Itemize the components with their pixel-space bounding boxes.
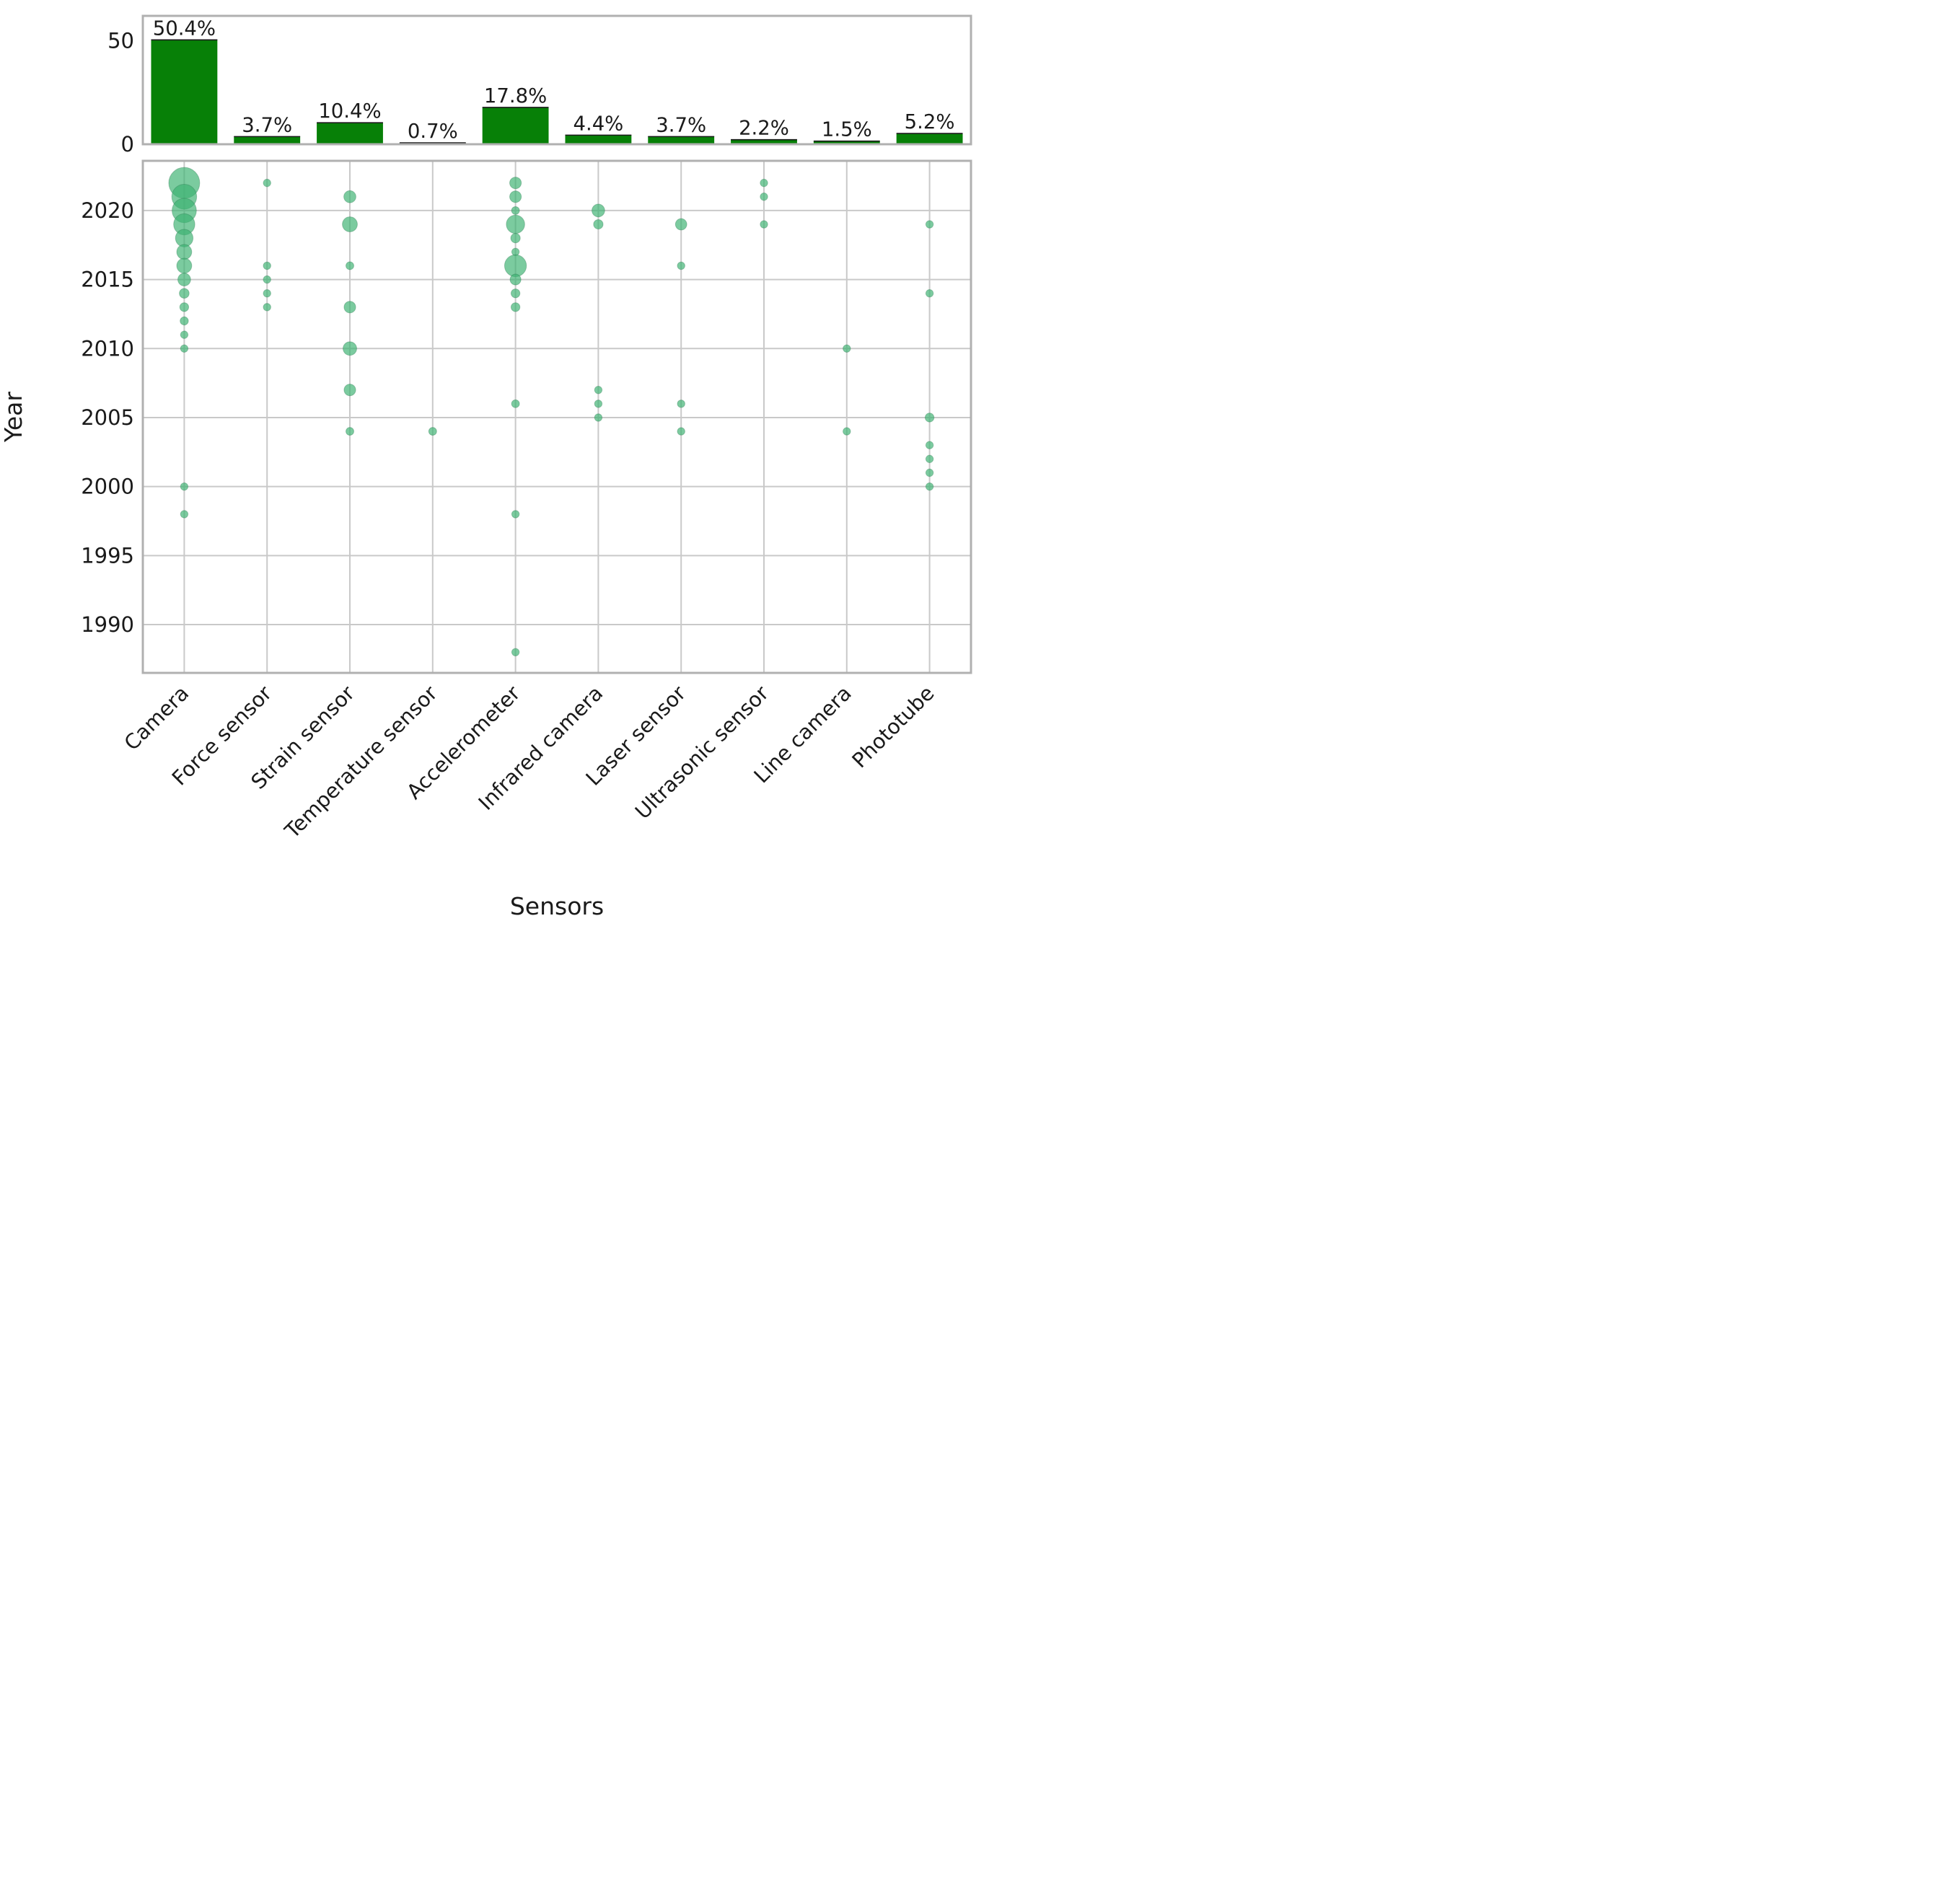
bubble-temperature-sensor-2004 [428,427,437,436]
bubble-accelerometer-2013 [510,302,521,312]
bubble-camera-1998 [180,510,189,519]
bubble-line-camera-2004 [843,427,851,436]
bubble-infrared-camera-2005 [594,413,603,422]
bubble-accelerometer-2022 [509,177,522,190]
bubble-camera-2016 [176,257,193,274]
xtick-label-sensor: Temperature sensor [280,681,442,843]
bubble-accelerometer-2019 [506,214,525,234]
bubble-strain-sensor-2004 [346,427,354,436]
bubble-accelerometer-2020 [511,206,520,215]
bubble-camera-2015 [177,273,191,286]
bubble-force-sensor-2013 [263,303,271,312]
bubble-accelerometer-2018 [510,233,521,244]
bubble-infrared-camera-2020 [592,203,605,218]
bar-line-camera [813,141,880,144]
bubble-force-sensor-2016 [263,261,271,270]
xtick-label-sensor: Camera [120,682,193,755]
bubble-infrared-camera-2006 [594,400,603,408]
x-axis-label: Sensors [510,892,604,920]
bar-force-sensor [234,136,301,144]
bar-value-label: 50.4% [153,17,216,40]
bar-value-label: 5.2% [905,110,955,133]
bubble-camera-2013 [179,302,190,312]
bubble-line-camera-2010 [843,344,851,353]
bubble-accelerometer-2014 [510,288,521,299]
bubble-ultrasonic-sensor-2019 [760,220,768,229]
bubble-infrared-camera-2007 [594,385,603,395]
bubble-strain-sensor-2021 [343,190,356,203]
bubble-strain-sensor-2010 [343,341,357,356]
bubble-phototube-2002 [925,454,934,464]
ytick-label-year: 2005 [81,405,134,430]
bubble-ultrasonic-sensor-2022 [760,178,768,188]
bubble-phototube-2019 [925,220,934,229]
bar-value-label: 10.4% [318,100,381,123]
bubble-accelerometer-1998 [511,510,520,519]
bubble-strain-sensor-2013 [343,301,356,314]
bubble-phototube-2000 [925,482,934,491]
y-axis-label: Year [0,392,27,443]
xtick-label-sensor: Phototube [848,682,939,773]
scatter-frame [141,159,972,674]
bubble-laser-sensor-2004 [677,427,685,436]
bar-value-label: 0.7% [408,120,458,143]
bubble-strain-sensor-2007 [343,384,356,397]
bubble-accelerometer-2015 [509,273,522,286]
bar-ultrasonic-sensor [731,139,797,144]
ytick-label-year: 1995 [81,543,134,568]
bubble-infrared-camera-2019 [593,219,604,230]
bubble-camera-2012 [180,316,189,326]
bar-frame [141,14,972,146]
bubble-accelerometer-2016 [504,254,527,278]
ytick-label-year: 2015 [81,268,134,292]
ytick-label-count: 0 [121,132,134,157]
ytick-label-year: 1990 [81,612,134,637]
bubble-strain-sensor-2019 [342,216,358,232]
bubble-camera-2010 [180,344,189,353]
ytick-label-count: 50 [107,28,134,53]
bubble-force-sensor-2015 [263,275,271,284]
bar-camera [151,40,218,145]
bubble-camera-2014 [179,288,190,299]
bar-value-label: 3.7% [656,113,706,136]
bubble-accelerometer-1988 [511,648,520,656]
bar-value-label: 2.2% [739,117,789,140]
ytick-label-year: 2020 [81,198,134,223]
bubble-accelerometer-2006 [511,399,520,408]
bubble-laser-sensor-2019 [674,218,687,231]
ytick-label-year: 2000 [81,475,134,499]
ytick-label-year: 2010 [81,336,134,361]
bubble-strain-sensor-2016 [346,261,354,270]
bubble-laser-sensor-2016 [677,261,685,270]
bar-laser-sensor [648,136,715,144]
chart-canvas: 2020201520102005200019951990CameraForce … [0,14,972,920]
bubble-camera-2017 [176,244,193,260]
bubble-phototube-2005 [924,413,935,423]
bar-value-label: 4.4% [573,112,623,135]
figure-sensor-publications: 2020 2015 2010 2005 2000 1995 1990 Camera Force … [0,0,980,952]
bar-infrared-camera [565,135,632,144]
bar-accelerometer [482,107,549,144]
bar-strain-sensor [317,123,383,144]
bubble-phototube-2014 [925,289,934,298]
bubble-phototube-2003 [925,441,934,449]
bubble-laser-sensor-2006 [677,400,685,408]
bubble-ultrasonic-sensor-2021 [760,193,768,201]
bubble-camera-2000 [180,482,189,491]
bubble-accelerometer-2021 [509,190,522,203]
bubble-force-sensor-2014 [263,289,271,298]
bar-value-label: 1.5% [822,118,872,141]
bubble-phototube-2001 [925,468,934,477]
bar-phototube [896,133,963,144]
bubble-force-sensor-2022 [263,178,271,188]
bubble-camera-2011 [180,330,189,339]
bar-value-label: 17.8% [484,84,547,107]
bar-value-label: 3.7% [242,113,292,136]
